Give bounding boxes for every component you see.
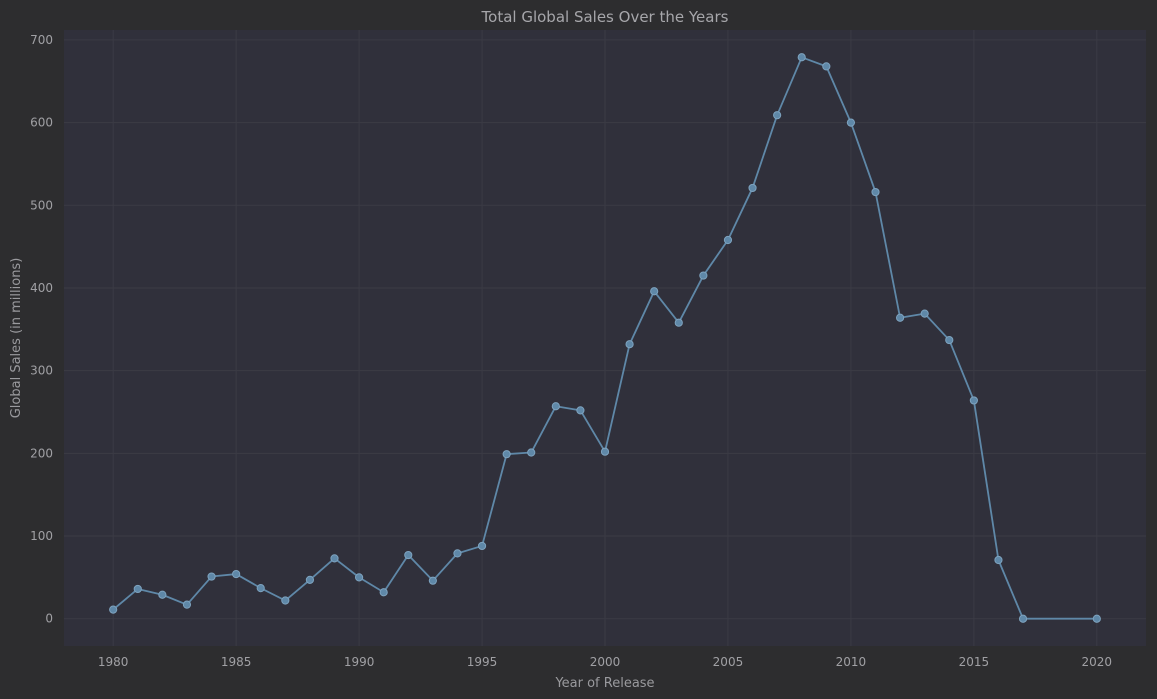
- y-tick-label: 400: [30, 281, 53, 295]
- x-tick-label: 2010: [836, 655, 867, 669]
- data-point: [379, 588, 388, 597]
- data-point: [846, 118, 856, 127]
- data-point: [354, 573, 364, 582]
- data-point: [182, 600, 192, 609]
- data-point: [797, 53, 806, 62]
- y-tick-label: 700: [30, 33, 53, 47]
- data-point: [207, 572, 216, 581]
- y-tick-label: 0: [45, 612, 53, 626]
- x-tick-label: 2020: [1082, 655, 1113, 669]
- grid: [64, 30, 1146, 646]
- data-point: [625, 340, 634, 349]
- y-axis-label: Global Sales (in millions): [9, 258, 24, 419]
- data-point: [748, 183, 757, 193]
- y-tick-label: 300: [30, 364, 53, 378]
- data-point: [551, 402, 560, 411]
- x-tick-label: 2005: [713, 655, 744, 669]
- data-point: [773, 111, 782, 120]
- x-tick-label: 2015: [959, 655, 990, 669]
- data-point: [576, 406, 585, 415]
- data-point: [527, 448, 536, 457]
- data-point: [895, 313, 905, 322]
- x-tick-label: 1990: [344, 655, 375, 669]
- chart-title: Total Global Sales Over the Years: [481, 8, 729, 26]
- data-point: [650, 287, 659, 296]
- x-tick-label: 1980: [98, 655, 129, 669]
- x-axis-label: Year of Release: [554, 676, 654, 691]
- x-tick-labels: 1980 1985 1990 1995 2000 2005 2010 2015 2020: [98, 655, 1112, 669]
- data-point: [109, 605, 118, 614]
- data-point: [232, 569, 241, 579]
- data-point: [674, 318, 683, 327]
- data-point: [822, 62, 831, 71]
- data-point: [723, 235, 733, 245]
- series-group: [109, 53, 1101, 623]
- data-point: [1018, 614, 1028, 623]
- x-tick-label: 1995: [467, 655, 498, 669]
- data-point: [404, 550, 413, 560]
- data-point: [969, 396, 978, 405]
- data-point: [158, 590, 167, 599]
- data-point: [994, 555, 1003, 565]
- data-point: [600, 447, 610, 456]
- data-point: [502, 450, 511, 459]
- x-tick-label: 1985: [221, 655, 252, 669]
- y-tick-labels: 0 100 200 300 400 500 600 700: [30, 33, 53, 626]
- data-point: [256, 584, 265, 593]
- data-point: [477, 541, 487, 551]
- data-point: [920, 309, 929, 318]
- data-point: [453, 549, 462, 558]
- data-point: [133, 584, 142, 594]
- data-point: [428, 576, 437, 585]
- y-tick-label: 600: [30, 116, 53, 130]
- data-point: [305, 575, 315, 584]
- data-point: [699, 271, 708, 280]
- x-tick-label: 2000: [590, 655, 621, 669]
- data-point: [281, 596, 290, 605]
- data-point: [1092, 614, 1101, 623]
- data-point: [330, 554, 339, 563]
- y-tick-label: 200: [30, 446, 53, 460]
- y-tick-label: 100: [30, 529, 53, 543]
- data-point: [945, 335, 954, 345]
- y-tick-label: 500: [30, 198, 53, 212]
- data-point: [871, 187, 880, 197]
